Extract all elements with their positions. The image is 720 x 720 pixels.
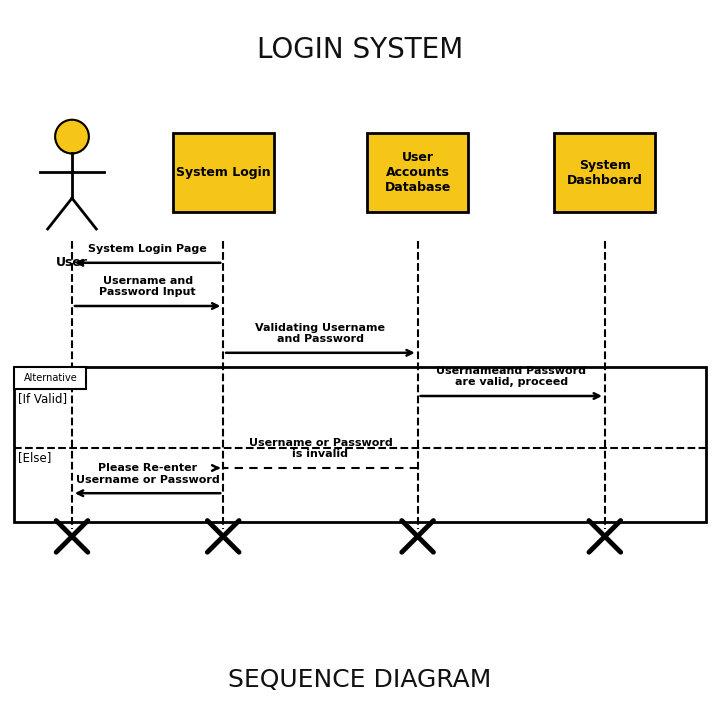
Text: [Else]: [Else] [18, 451, 51, 464]
Bar [14, 367, 86, 389]
Text: Please Re-enter
Username or Password: Please Re-enter Username or Password [76, 463, 220, 485]
Text: Usernameand Password
are valid, proceed: Usernameand Password are valid, proceed [436, 366, 586, 387]
Bar [554, 133, 655, 212]
Text: Alternative: Alternative [24, 373, 77, 383]
Text: Username and
Password Input: Username and Password Input [99, 276, 196, 297]
Circle shape [55, 120, 89, 153]
Text: Username or Password
is invalid: Username or Password is invalid [248, 438, 392, 459]
Text: System Login Page: System Login Page [89, 244, 207, 254]
Text: System Login: System Login [176, 166, 271, 179]
Text: User
Accounts
Database: User Accounts Database [384, 151, 451, 194]
Bar [173, 133, 274, 212]
Text: Validating Username
and Password: Validating Username and Password [256, 323, 385, 344]
Text: [If Valid]: [If Valid] [18, 392, 67, 405]
Text: User: User [56, 256, 88, 269]
Text: System
Dashboard: System Dashboard [567, 159, 643, 186]
Bar [14, 367, 706, 522]
Text: LOGIN SYSTEM: LOGIN SYSTEM [257, 37, 463, 64]
Text: SEQUENCE DIAGRAM: SEQUENCE DIAGRAM [228, 668, 492, 693]
Bar [367, 133, 468, 212]
